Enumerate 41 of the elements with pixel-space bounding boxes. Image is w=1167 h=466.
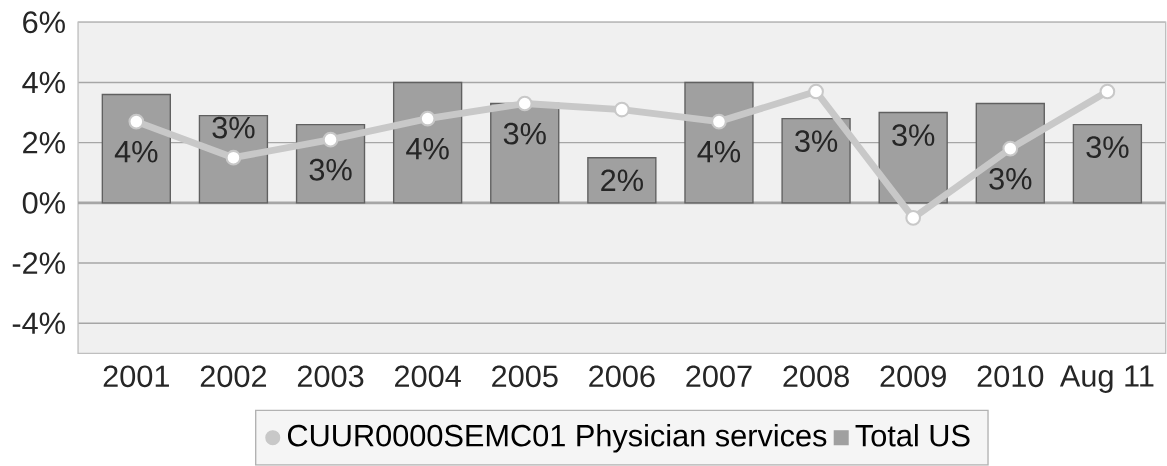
data-label: 3% [892,124,935,147]
x-tick-label: Aug 11 [1059,365,1154,394]
x-tick-label: 2005 [492,365,558,388]
y-tick-label: 0% [22,192,65,214]
data-label: 4% [697,141,741,163]
point [128,113,145,130]
y-tick-label: -4% [12,312,65,335]
data-label: 3% [309,159,352,181]
data-label: 3% [503,122,546,145]
point [905,210,922,226]
point [516,95,533,112]
y-tick-label: -2% [12,252,65,275]
point [614,101,630,118]
x-tick-label: 2004 [395,365,461,388]
data-label: 4% [406,138,449,160]
x-tick-label: 2010 [977,365,1044,388]
x-tick-label: 2008 [783,365,849,388]
data-label: 4% [114,141,158,163]
data-label: 3% [1086,136,1129,159]
x-tick-label: 2007 [686,365,752,388]
point [419,110,436,127]
y-tick-label: 6% [23,11,65,34]
data-label: 3% [212,116,255,139]
data-label: 3% [795,130,838,153]
point [1099,83,1116,100]
point [225,150,242,166]
point [322,131,339,148]
legend-label: CUUR0000SEMC01 Physician services [287,424,827,453]
y-tick-label: 2% [23,131,65,154]
x-tick-label: 2003 [297,365,364,388]
data-label: 2% [601,169,643,192]
point [1002,140,1019,157]
legend-label: Total US [855,424,970,447]
x-tick-label: 2002 [200,365,267,388]
x-tick-label: 2006 [589,365,655,388]
point [808,83,824,100]
y-tick-label: 4% [22,71,65,94]
x-tick-label: 2001 [103,365,169,388]
x-tick-label: 2009 [880,365,946,388]
data-label: 3% [989,168,1032,190]
point [711,113,727,130]
